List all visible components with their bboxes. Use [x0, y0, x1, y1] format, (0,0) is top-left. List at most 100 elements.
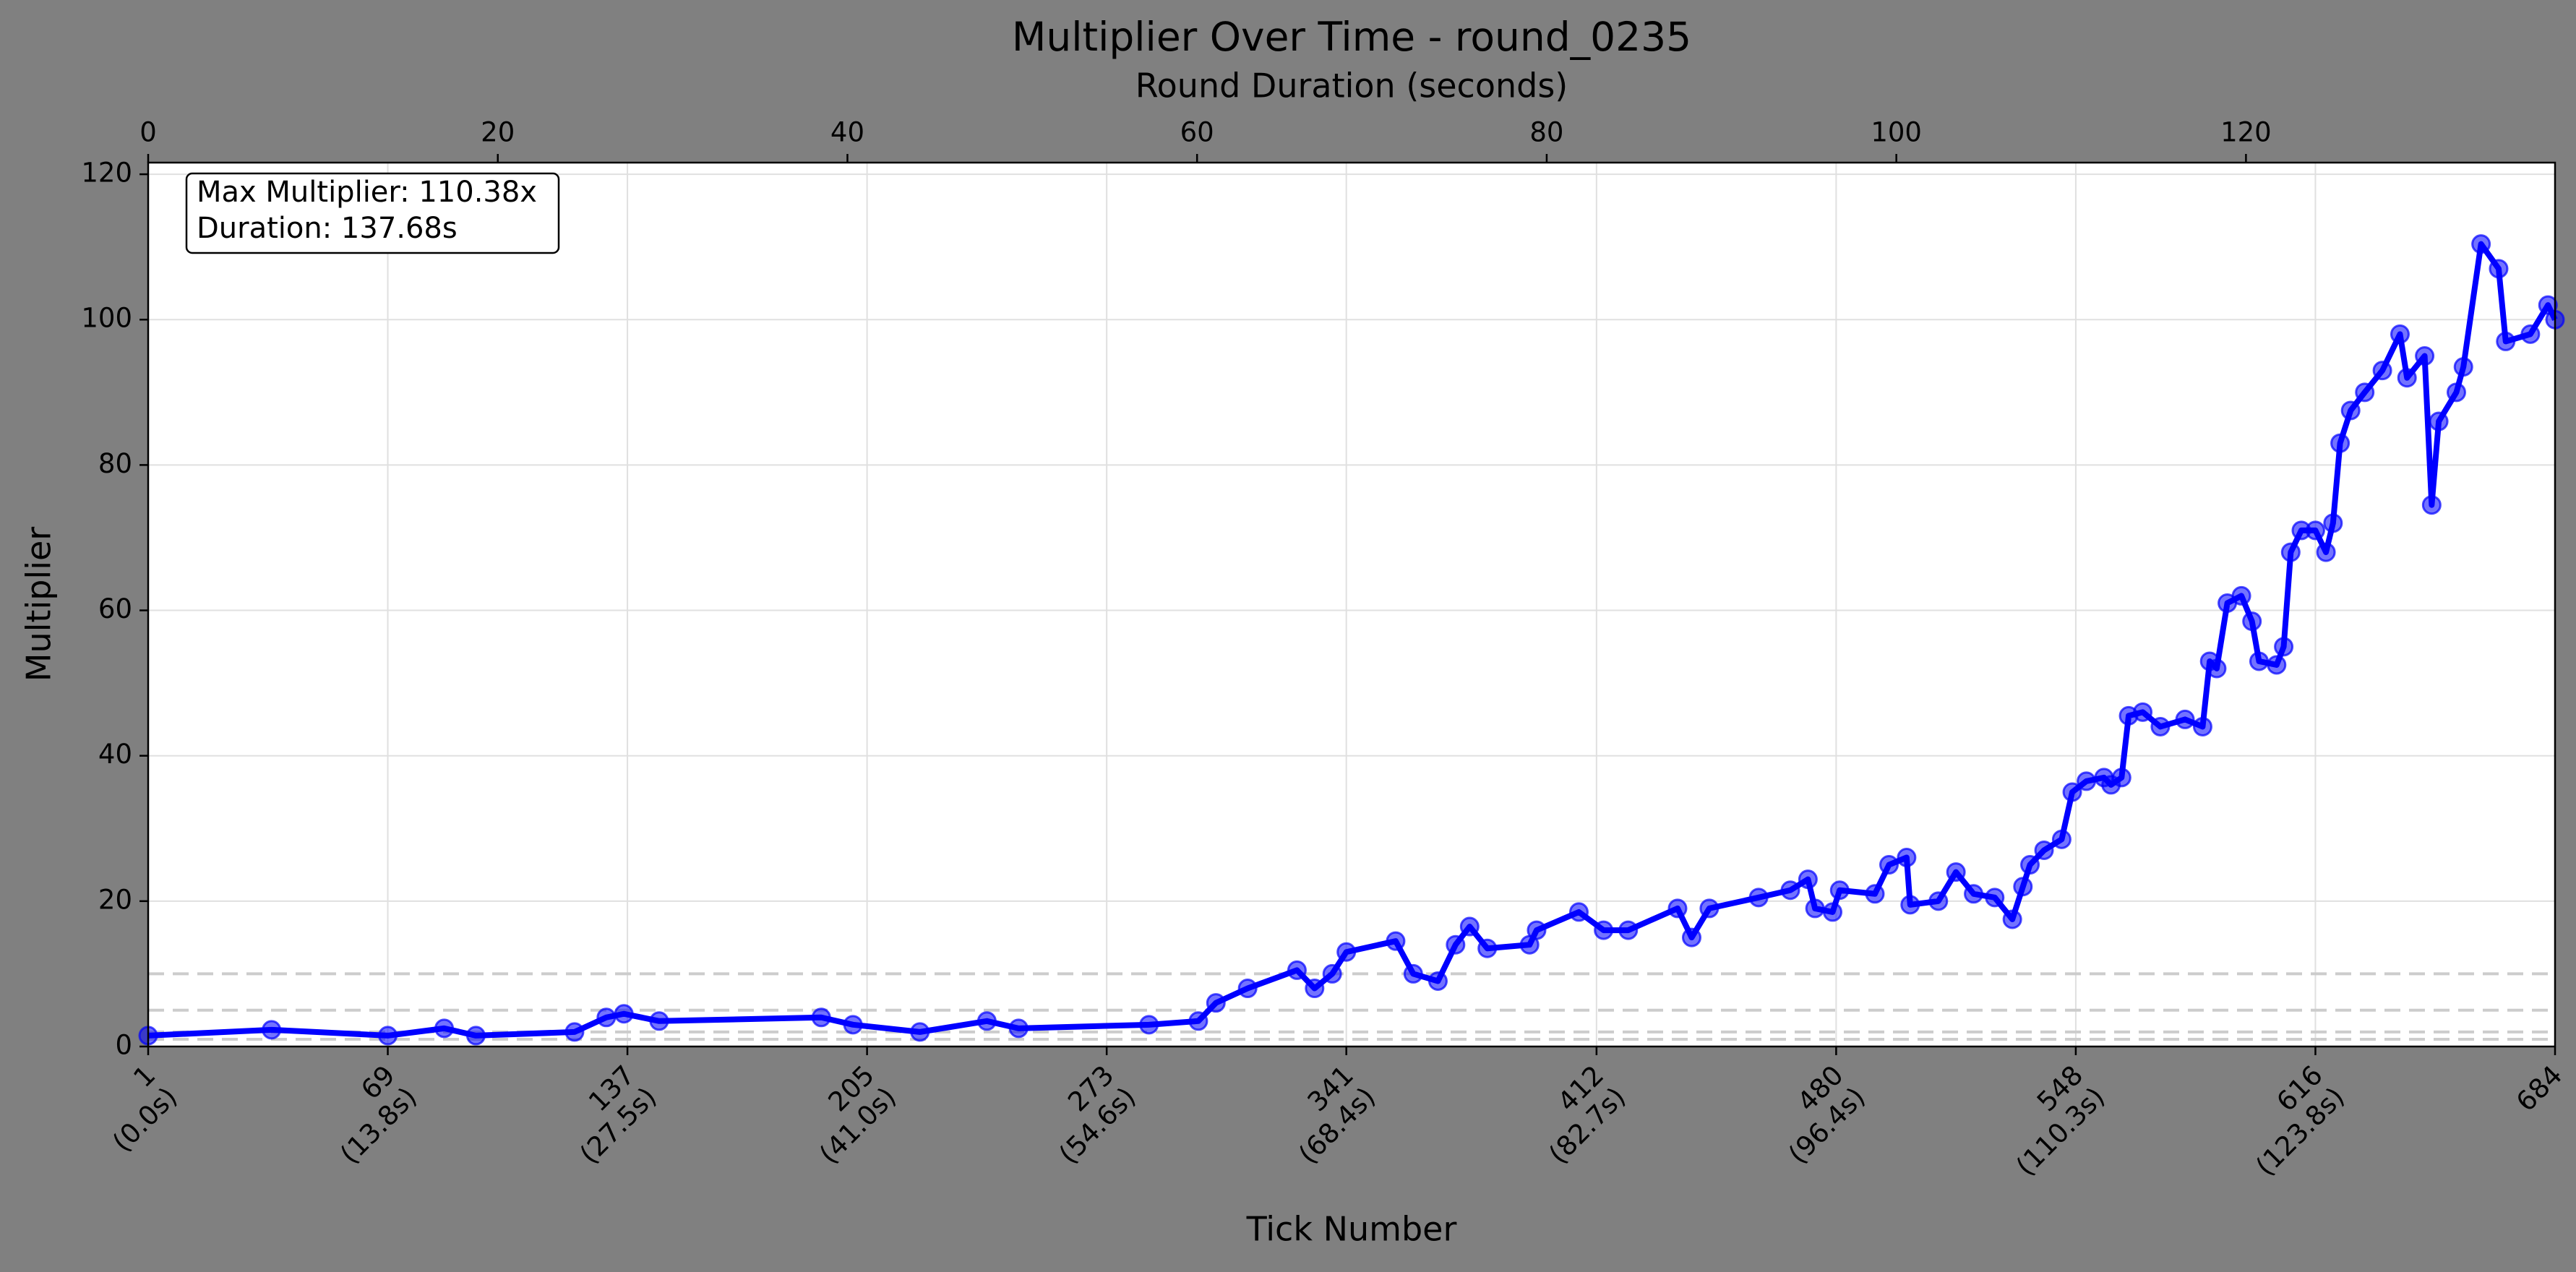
data-point: [378, 1026, 398, 1046]
data-point: [2020, 855, 2040, 875]
data-point: [1798, 869, 1818, 890]
chart-title: Multiplier Over Time - round_0235: [1012, 14, 1691, 60]
data-point: [2242, 611, 2262, 632]
data-point: [1188, 1011, 1208, 1031]
annotation-line: Duration: 137.68s: [197, 212, 458, 245]
data-point: [564, 1022, 585, 1042]
data-point: [1237, 979, 1258, 999]
data-point: [2051, 829, 2071, 849]
data-point: [1618, 920, 1639, 940]
data-point: [1897, 848, 1917, 868]
data-point: [465, 1026, 486, 1046]
data-point: [2305, 520, 2325, 541]
data-point: [2111, 768, 2131, 788]
data-point: [2355, 382, 2375, 403]
data-point: [2192, 716, 2212, 736]
data-point: [2496, 331, 2516, 351]
series: [138, 234, 2565, 1046]
data-point: [2520, 324, 2541, 344]
y-tick-label: 60: [98, 593, 132, 624]
y-tick-label: 20: [98, 884, 132, 915]
y-tick-label: 40: [98, 739, 132, 770]
data-point: [2316, 542, 2336, 562]
data-point: [2446, 382, 2466, 403]
annotation-line: Max Multiplier: 110.38x: [197, 176, 537, 209]
data-point: [2267, 655, 2287, 675]
data-point: [2002, 909, 2022, 929]
data-point: [1008, 1018, 1029, 1039]
data-point: [2175, 709, 2195, 729]
data-point: [1879, 855, 1899, 875]
data-point: [1139, 1015, 1159, 1035]
y-tick-label: 80: [98, 448, 132, 479]
data-point: [2034, 840, 2054, 860]
data-point: [1699, 898, 1720, 919]
data-point: [2274, 637, 2294, 657]
data-point: [2397, 368, 2417, 388]
data-point: [1427, 971, 1448, 991]
x-axis-label: Tick Number: [1246, 1210, 1457, 1249]
y-tick-label: 0: [115, 1030, 132, 1061]
data-point: [2421, 495, 2442, 515]
data-point: [614, 1004, 634, 1024]
data-point: [2231, 585, 2251, 606]
data-point: [1865, 884, 1885, 904]
data-point: [1403, 963, 1423, 984]
data-point: [1336, 942, 1357, 962]
plot-area: [148, 163, 2555, 1047]
data-point: [2390, 324, 2410, 344]
plot-frame: [147, 161, 2556, 1048]
y-tick-label: 100: [81, 303, 132, 334]
data-point: [2249, 651, 2269, 671]
data-point: [1322, 963, 1342, 984]
data-point: [2280, 542, 2301, 562]
data-point: [1823, 902, 1843, 922]
data-point: [2340, 400, 2361, 421]
data-point: [2453, 357, 2473, 377]
data-point: [1594, 920, 1614, 940]
top-axis-label: Round Duration (seconds): [1135, 66, 1568, 106]
data-point: [2489, 259, 2509, 279]
data-point: [1206, 993, 1226, 1013]
data-point: [1985, 888, 2005, 908]
top-tick-label: 40: [830, 117, 864, 148]
data-point: [649, 1011, 669, 1031]
data-point: [2415, 346, 2435, 366]
top-tick-label: 0: [139, 117, 157, 148]
data-point: [1305, 979, 1325, 999]
data-point: [910, 1022, 930, 1042]
data-point: [434, 1018, 455, 1039]
data-point: [1527, 920, 1547, 940]
top-tick-label: 20: [481, 117, 515, 148]
data-point: [2133, 702, 2153, 722]
data-point: [1780, 880, 1800, 901]
data-point: [1477, 938, 1498, 958]
data-point: [596, 1007, 617, 1028]
data-point: [2013, 877, 2033, 897]
data-point: [1568, 902, 1589, 922]
data-point: [1386, 931, 1406, 951]
data-point: [2323, 513, 2343, 533]
data-point: [2207, 658, 2227, 679]
data-point: [811, 1007, 831, 1028]
data-point: [1928, 891, 1949, 911]
data-point: [1900, 895, 1920, 915]
top-tick-label: 60: [1180, 117, 1214, 148]
data-point: [1748, 888, 1769, 908]
data-point: [2429, 411, 2449, 431]
data-point: [2150, 716, 2171, 736]
data-point: [2062, 782, 2082, 802]
data-point: [1946, 862, 1966, 882]
annotation-box: [185, 172, 560, 254]
top-tick-label: 120: [2220, 117, 2272, 148]
data-point: [1667, 898, 1688, 919]
data-point: [1287, 960, 1307, 980]
data-point: [1829, 880, 1850, 901]
data-point: [2471, 234, 2491, 254]
data-point: [1805, 898, 1825, 919]
data-point: [976, 1011, 997, 1031]
top-tick-label: 100: [1871, 117, 1922, 148]
data-point: [1964, 884, 1984, 904]
data-point: [262, 1020, 282, 1040]
